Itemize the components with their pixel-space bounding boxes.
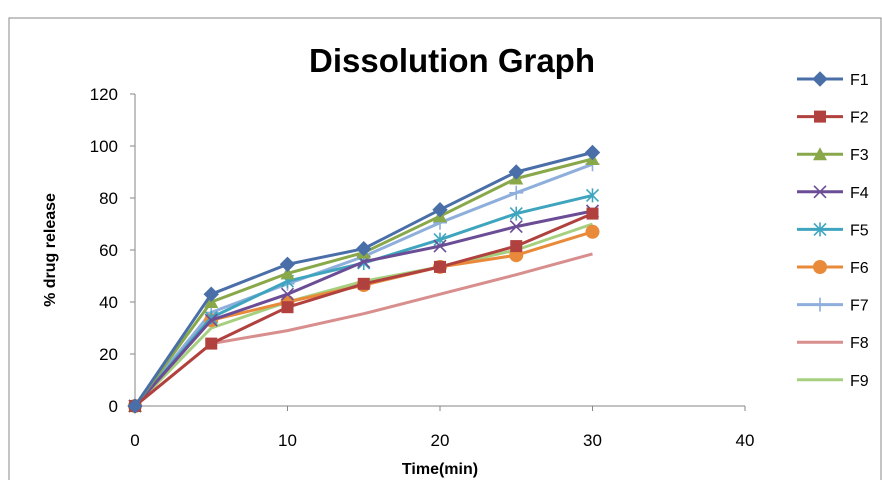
- chart-title: Dissolution Graph: [309, 42, 595, 79]
- data-point: [280, 266, 295, 280]
- y-tick-label: 40: [99, 293, 118, 312]
- legend-marker: [812, 71, 828, 87]
- y-ticks: 0 20 40 60 80 100 120: [90, 85, 135, 416]
- legend-entry-f3: F3: [797, 147, 869, 164]
- data-point: [281, 301, 294, 314]
- legend-entry-f4: F4: [797, 185, 869, 202]
- legend-label: F3: [850, 147, 869, 164]
- data-point: [509, 206, 523, 221]
- data-point: [509, 185, 524, 200]
- data-point: [432, 201, 448, 218]
- legend-entry-f2: F2: [797, 110, 869, 127]
- x-tick-label: 20: [431, 431, 450, 450]
- data-point: [585, 224, 600, 239]
- x-tick-label: 30: [583, 431, 602, 450]
- legend-marker: [813, 222, 827, 237]
- series-f1: [127, 144, 601, 414]
- data-point: [205, 337, 218, 350]
- y-tick-label: 100: [90, 137, 118, 156]
- x-tick-label: 10: [278, 431, 297, 450]
- data-point: [203, 286, 219, 302]
- y-tick-label: 80: [99, 189, 118, 208]
- legend-marker: [813, 297, 827, 312]
- legend-label: F4: [850, 185, 869, 202]
- data-point: [280, 287, 295, 301]
- data-point: [279, 256, 296, 273]
- data-point: [585, 188, 600, 203]
- legend-marker: [813, 185, 827, 199]
- legend-marker: [814, 110, 826, 123]
- legend-label: F6: [850, 260, 869, 277]
- data-point: [204, 313, 218, 327]
- data-point: [433, 239, 447, 253]
- legend-label: F2: [850, 110, 869, 127]
- data-point: [586, 207, 599, 220]
- data-point: [508, 164, 524, 180]
- legend-marker: [813, 147, 827, 161]
- data-point: [509, 220, 523, 234]
- data-point: [127, 398, 143, 414]
- legend-entry-f7: F7: [797, 297, 869, 315]
- legend-label: F7: [850, 298, 869, 315]
- legend-label: F5: [850, 222, 869, 239]
- y-tick-label: 0: [109, 397, 118, 416]
- x-tick-label: 0: [130, 431, 139, 450]
- data-point: [584, 144, 601, 161]
- y-axis-label: % drug release: [42, 193, 59, 307]
- data-point: [434, 260, 446, 273]
- series-layer: [127, 144, 601, 414]
- legend-entry-f5: F5: [797, 222, 869, 239]
- data-point: [356, 240, 372, 257]
- x-tick-label: 40: [736, 431, 755, 450]
- data-point: [510, 240, 523, 253]
- y-tick-label: 60: [99, 241, 118, 260]
- legend-label: F1: [850, 72, 869, 89]
- legend-entry-f8: F8: [797, 335, 869, 352]
- y-tick-label: 20: [99, 345, 118, 364]
- legend-label: F8: [850, 335, 869, 352]
- y-tick-label: 120: [90, 85, 118, 104]
- x-axis-label: Time(min): [402, 461, 478, 478]
- x-ticks: 0 10 20 30 40: [130, 406, 754, 450]
- legend: F1 F2 F3 F4 F5 F6 F7 F8 F9: [797, 71, 869, 390]
- legend-marker: [813, 260, 827, 274]
- data-point: [357, 277, 370, 290]
- legend-entry-f9: F9: [797, 373, 869, 390]
- legend-entry-f6: F6: [797, 260, 869, 277]
- legend-entry-f1: F1: [797, 71, 869, 89]
- legend-label: F9: [850, 373, 869, 390]
